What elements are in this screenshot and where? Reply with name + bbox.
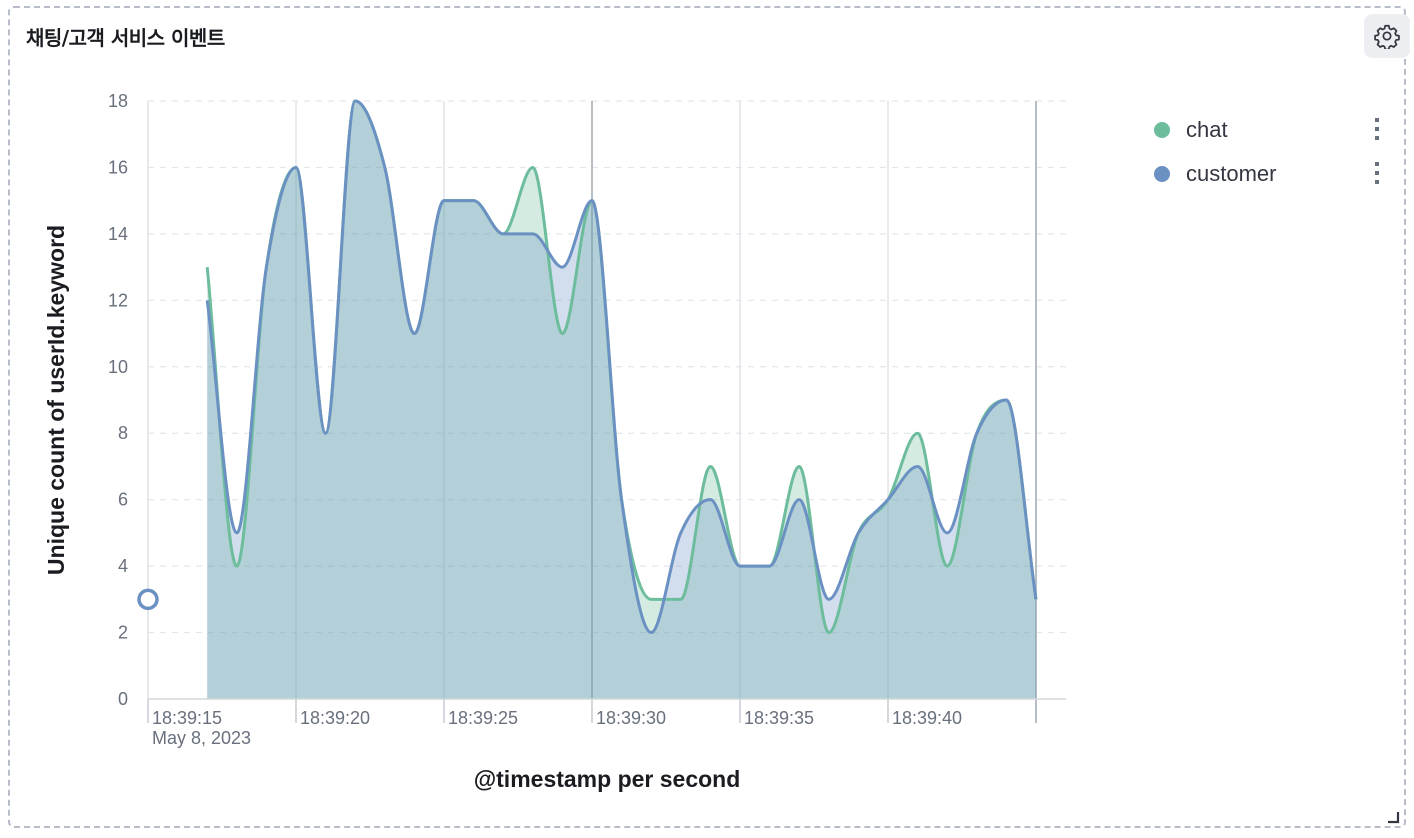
- data-point-marker: [137, 588, 159, 611]
- series-area-customer: [207, 101, 1036, 699]
- legend-label: customer: [1186, 161, 1277, 186]
- x-tick-label: 18:39:20: [300, 708, 370, 728]
- y-tick-label: 18: [108, 91, 128, 111]
- legend-color-dot: [1154, 166, 1170, 182]
- gear-icon: [1374, 24, 1400, 49]
- y-tick-label: 12: [108, 290, 128, 310]
- legend-item-customer[interactable]: customer: [1148, 152, 1388, 196]
- series-lines: [137, 99, 1038, 635]
- y-tick-label: 6: [118, 490, 128, 510]
- x-axis-title: @timestamp per second: [474, 766, 741, 792]
- x-tick-label: 18:39:25: [448, 708, 518, 728]
- axes: 0 2 4 6 8 10 12 14 16 18 18:39:15 18:39:20 18:39:25 1…: [108, 91, 1066, 748]
- panel-settings-button[interactable]: [1364, 14, 1410, 58]
- x-tick-label: 18:39:30: [596, 708, 666, 728]
- chart-legend: chat customer: [1148, 108, 1388, 196]
- legend-label: chat: [1186, 117, 1228, 142]
- legend-options-icon[interactable]: [1372, 116, 1382, 142]
- area-fills: [207, 101, 1036, 699]
- x-tick-label: 18:39:40: [892, 708, 962, 728]
- visualization-panel: 채팅/고객 서비스 이벤트 chat customer: [8, 6, 1410, 828]
- y-tick-label: 4: [118, 556, 128, 576]
- legend-item-chat[interactable]: chat: [1148, 108, 1388, 152]
- y-tick-label: 10: [108, 357, 128, 377]
- y-tick-label: 2: [118, 623, 128, 643]
- resize-corner-icon[interactable]: [1386, 810, 1400, 824]
- x-tick-label: 18:39:35: [744, 708, 814, 728]
- x-date-label: May 8, 2023: [152, 728, 251, 748]
- panel-title: 채팅/고객 서비스 이벤트: [26, 26, 225, 50]
- series-line-customer: [205, 99, 1038, 635]
- legend-color-dot: [1154, 122, 1170, 138]
- legend-options-icon[interactable]: [1372, 160, 1382, 186]
- y-tick-label: 0: [118, 689, 128, 709]
- y-axis-title: Unique count of userId.keyword: [43, 225, 69, 575]
- series-area-chat: [207, 101, 1036, 699]
- y-tick-label: 8: [118, 423, 128, 443]
- y-tick-label: 14: [108, 224, 128, 244]
- x-tick-label: 18:39:15: [152, 708, 222, 728]
- y-tick-label: 16: [108, 157, 128, 177]
